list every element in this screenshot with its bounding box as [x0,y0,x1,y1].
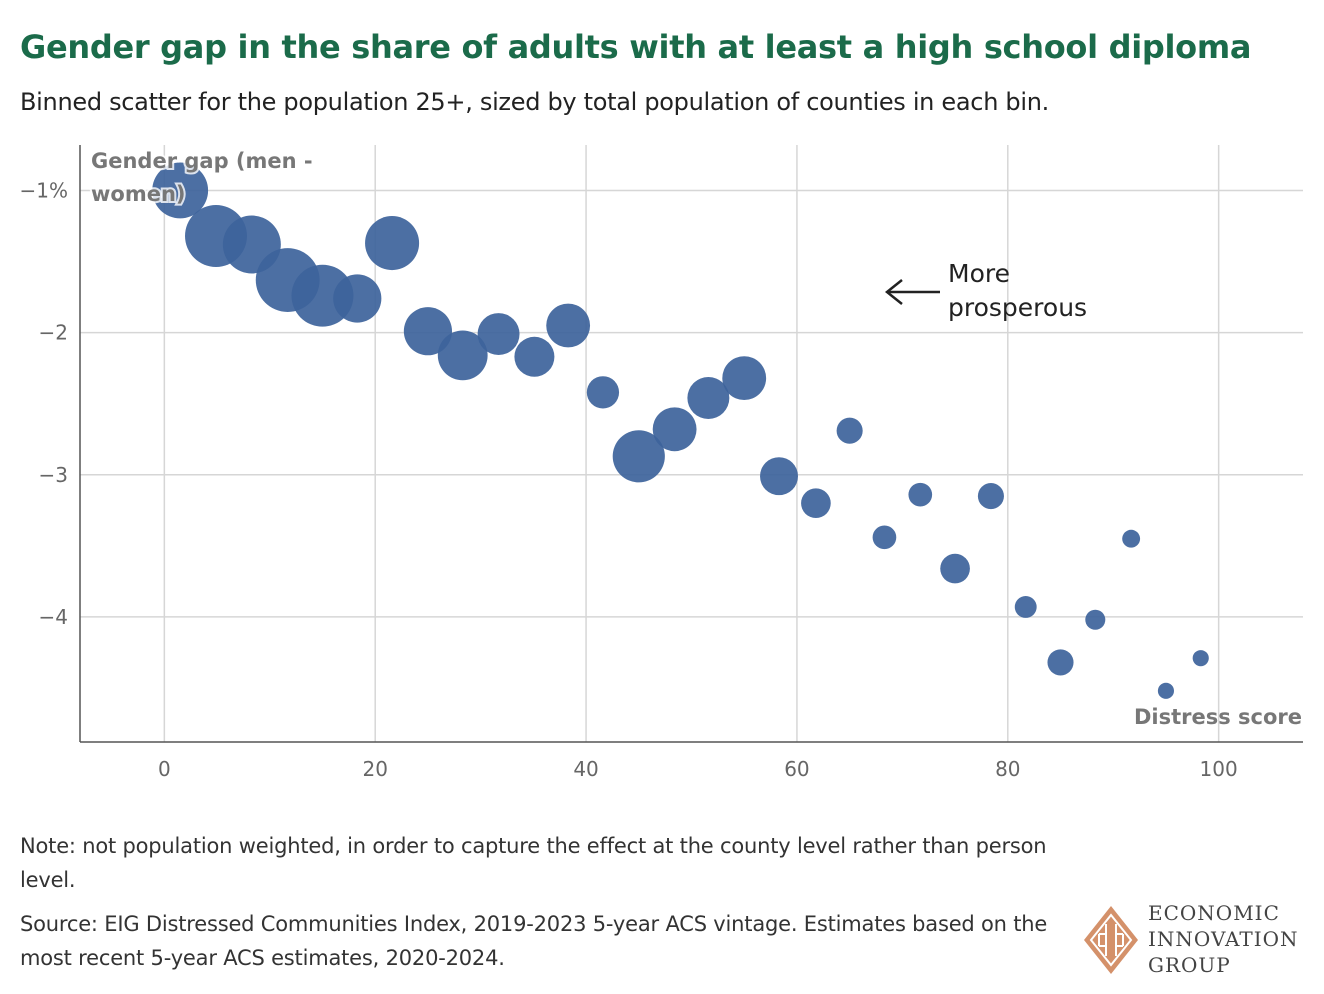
data-point [908,482,933,507]
x-tick-label: 0 [158,757,171,781]
x-tick-label: 80 [995,757,1020,781]
x-tick-label: 60 [784,757,809,781]
data-point [1192,650,1209,667]
y-tick-label: −1% [20,178,69,202]
logo-line-1: ECONOMIC [1148,901,1280,925]
data-point [801,488,831,519]
data-point [612,430,665,483]
annotation-text: prosperous [948,293,1087,322]
chart-title: Gender gap in the share of adults with a… [20,28,1252,66]
y-tick-label: −2 [39,321,68,345]
chart-subtitle: Binned scatter for the population 25+, s… [20,88,1049,116]
data-point [477,313,520,356]
eig-logo: ECONOMIC INNOVATION GROUP [1082,900,1312,980]
data-point [1085,609,1106,630]
y-tick-label: −3 [39,463,68,487]
scatter-chart: 0 20 40 60 80 100 −1% −2 −3 −4 Gender gap (men - wo… [20,145,1303,781]
data-point [514,336,555,377]
data-point [152,162,209,219]
x-tick-label: 40 [573,757,598,781]
data-point [586,376,620,409]
data-point [1122,529,1141,548]
data-point [722,356,767,401]
annotation-arrowhead-icon [884,279,903,305]
y-axis-title: women) [91,182,186,206]
source-text: Source: EIG Distressed Communities Index… [20,912,1048,970]
x-tick-label: 100 [1200,757,1238,781]
note-text: Note: not population weighted, in order … [20,834,1047,892]
data-point [652,407,697,452]
data-point [687,377,730,419]
data-point [333,274,382,323]
data-point [836,417,863,444]
logo-line-2: INNOVATION [1148,927,1299,951]
data-point [760,457,798,496]
data-point [1157,682,1175,699]
data-point [1047,649,1074,676]
logo-diamond-icon [1084,906,1138,974]
data-point [546,303,591,348]
data-point [403,307,453,356]
x-axis-title: Distress score [1134,705,1302,729]
annotation-text: More [948,259,1010,288]
data-point [940,553,970,584]
x-tick-label: 20 [362,757,387,781]
y-axis-title: Gender gap (men - [91,149,313,173]
y-tick-label: −4 [39,605,68,629]
data-point [365,216,420,271]
data-point [1014,596,1037,618]
data-point [872,525,897,550]
logo-line-3: GROUP [1148,953,1231,977]
data-point [977,483,1004,510]
data-point [437,330,488,381]
